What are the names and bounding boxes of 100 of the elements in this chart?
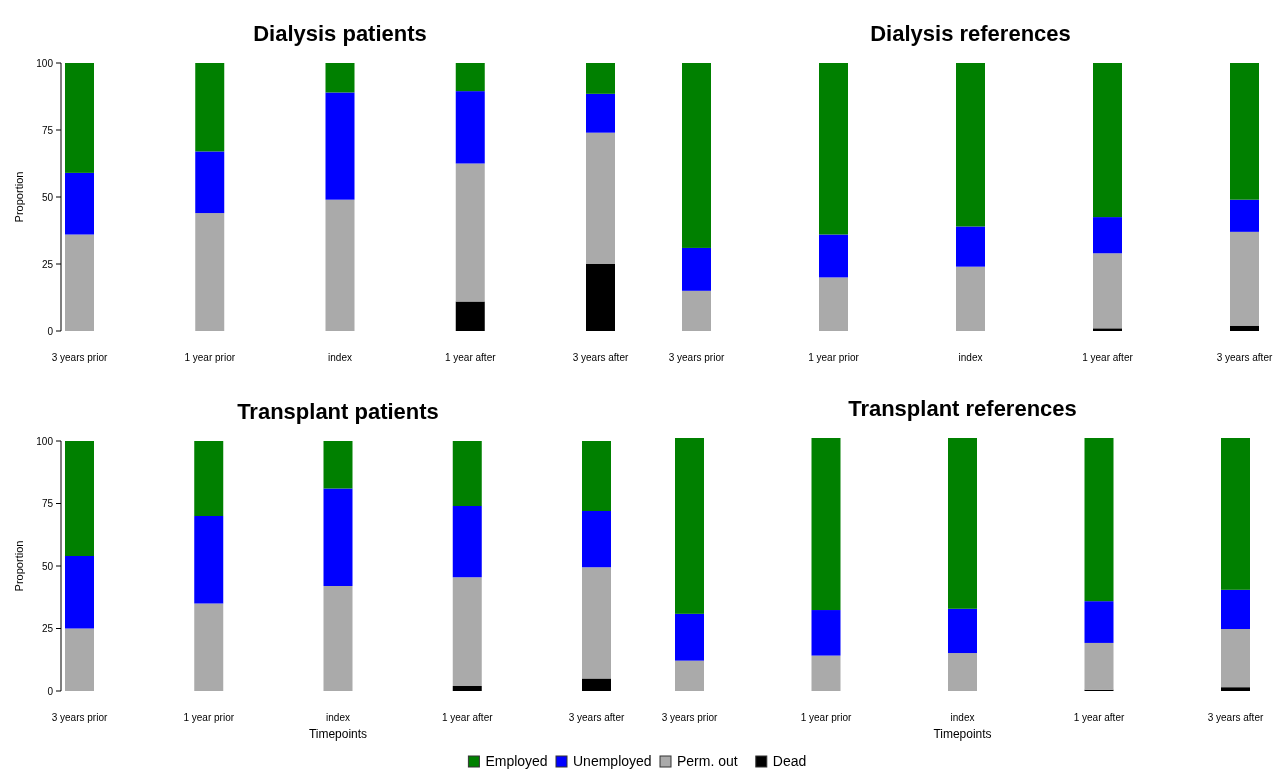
x-tick-label: index	[950, 712, 975, 723]
legend-label: Perm. out	[677, 753, 738, 769]
bar	[195, 213, 225, 331]
x-axis-title: Timepoints	[933, 727, 992, 741]
bar	[1093, 253, 1122, 329]
bar	[1230, 63, 1259, 200]
chart-title: Transplant references	[848, 396, 1077, 421]
legend-label: Employed	[485, 753, 548, 769]
x-tick-label: index	[328, 352, 352, 363]
bar	[819, 277, 848, 331]
bar	[675, 613, 704, 661]
x-tick-label: 1 year after	[1073, 712, 1125, 723]
bar	[452, 686, 482, 691]
x-tick-label: 3 years after	[568, 712, 625, 723]
x-tick-label: 1 year prior	[808, 352, 860, 363]
bar	[325, 92, 355, 200]
legend-label: Dead	[772, 753, 807, 769]
bar	[956, 63, 985, 227]
y-axis-title: Proportion	[13, 171, 25, 223]
bar	[586, 264, 615, 331]
x-tick-label: 3 years prior	[661, 712, 718, 723]
bar	[811, 655, 841, 691]
x-axis-title: Timepoints	[308, 727, 368, 741]
x-tick-label: index	[326, 712, 350, 723]
y-tick-label: 0	[47, 685, 54, 697]
bar	[194, 516, 224, 604]
bar	[675, 660, 704, 691]
bar	[1093, 328, 1122, 331]
bar	[811, 438, 841, 611]
bar	[586, 93, 615, 133]
bar	[65, 63, 94, 173]
bar	[582, 567, 611, 679]
bar	[1084, 601, 1114, 643]
bar	[1230, 199, 1259, 232]
bar	[1093, 63, 1122, 218]
chart-title: Transplant patients	[237, 399, 439, 424]
bar	[1084, 438, 1114, 602]
x-tick-label: 1 year prior	[800, 712, 852, 723]
y-tick-label: 25	[41, 258, 54, 270]
x-tick-label: 3 years after	[1207, 712, 1264, 723]
x-tick-label: 1 year prior	[184, 352, 236, 363]
bar	[325, 199, 355, 331]
bar	[1093, 217, 1122, 254]
bar	[455, 91, 485, 164]
y-axis-title: Proportion	[13, 540, 25, 592]
x-tick-label: index	[958, 352, 983, 363]
y-tick-label: 75	[41, 498, 54, 509]
bar	[682, 247, 711, 291]
bar	[455, 301, 485, 331]
bar	[948, 438, 977, 609]
bar	[811, 610, 841, 656]
x-tick-label: 1 year prior	[183, 712, 235, 723]
bar	[819, 234, 848, 278]
bar	[582, 441, 611, 511]
x-tick-label: 1 year after	[441, 712, 494, 723]
bar	[65, 556, 94, 629]
bar	[195, 63, 225, 152]
bar	[582, 678, 611, 691]
bar	[1221, 687, 1250, 691]
bar	[1230, 325, 1259, 331]
bar	[1221, 629, 1250, 688]
x-tick-label: 3 years prior	[51, 712, 108, 723]
x-tick-label: 3 years after	[1216, 352, 1273, 363]
bar	[682, 290, 711, 331]
y-tick-label: 25	[41, 623, 54, 634]
x-tick-label: 1 year after	[1082, 352, 1134, 363]
bar	[323, 586, 353, 691]
bar	[1230, 231, 1259, 326]
bar	[819, 63, 848, 235]
bar	[195, 151, 225, 214]
bar	[675, 438, 704, 614]
bar	[682, 63, 711, 248]
bar	[455, 63, 485, 92]
y-tick-label: 0	[47, 325, 54, 337]
x-tick-label: 3 years prior	[51, 352, 108, 363]
x-tick-label: 1 year after	[444, 352, 497, 363]
y-tick-label: 50	[41, 191, 54, 203]
bar	[194, 603, 224, 691]
bar	[452, 441, 482, 506]
bar	[586, 63, 615, 94]
bar	[948, 608, 977, 654]
bar	[586, 132, 615, 264]
bar	[323, 488, 353, 586]
bar	[65, 172, 94, 235]
bar	[582, 511, 611, 568]
bar	[1221, 589, 1250, 630]
x-tick-label: 3 years prior	[668, 352, 725, 363]
bar	[323, 441, 353, 489]
bar	[1084, 642, 1114, 690]
bar	[1221, 438, 1250, 590]
chart-title: Dialysis patients	[253, 21, 427, 46]
bar	[956, 266, 985, 331]
y-tick-label: 100	[36, 57, 54, 69]
y-tick-label: 50	[41, 560, 54, 572]
legend-label: Unemployed	[573, 753, 652, 769]
bar	[325, 63, 355, 93]
bar	[65, 628, 94, 691]
bar	[65, 441, 94, 556]
y-tick-label: 75	[41, 124, 54, 136]
bar	[194, 441, 224, 516]
